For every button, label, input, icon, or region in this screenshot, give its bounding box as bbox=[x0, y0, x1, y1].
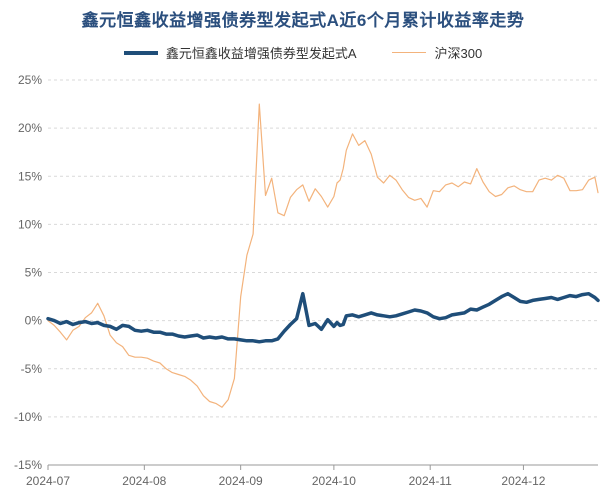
chart-title: 鑫元恒鑫收益增强债券型发起式A近6个月累计收益率走势 bbox=[81, 11, 525, 30]
y-tick-label: 20% bbox=[18, 121, 42, 135]
legend-item-index[interactable]: 沪深300 bbox=[392, 43, 482, 62]
y-tick-label: 0% bbox=[25, 314, 43, 328]
y-tick-label: 10% bbox=[18, 217, 42, 231]
y-tick-label: 5% bbox=[25, 266, 43, 280]
x-tick-label: 2024-10 bbox=[312, 474, 356, 488]
x-tick-label: 2024-08 bbox=[122, 474, 166, 488]
legend: 鑫元恒鑫收益增强债券型发起式A 沪深300 bbox=[0, 43, 606, 62]
legend-item-fund[interactable]: 鑫元恒鑫收益增强债券型发起式A bbox=[123, 43, 357, 62]
legend-swatch-index bbox=[392, 52, 427, 53]
y-tick-label: -15% bbox=[14, 458, 42, 472]
legend-label-fund: 鑫元恒鑫收益增强债券型发起式A bbox=[165, 46, 357, 61]
y-tick-label: -5% bbox=[21, 362, 43, 376]
x-tick-label: 2024-09 bbox=[219, 474, 263, 488]
y-tick-label: 25% bbox=[18, 73, 42, 87]
x-tick-label: 2024-07 bbox=[26, 474, 70, 488]
y-tick-label: -10% bbox=[14, 410, 42, 424]
legend-swatch-fund bbox=[123, 50, 158, 55]
series-line-index bbox=[47, 103, 599, 408]
x-tick-label: 2024-12 bbox=[501, 474, 545, 488]
series-line-fund bbox=[46, 291, 600, 344]
x-tick-label: 2024-11 bbox=[409, 474, 452, 488]
legend-label-index: 沪深300 bbox=[434, 46, 483, 61]
y-tick-label: 15% bbox=[18, 169, 42, 183]
